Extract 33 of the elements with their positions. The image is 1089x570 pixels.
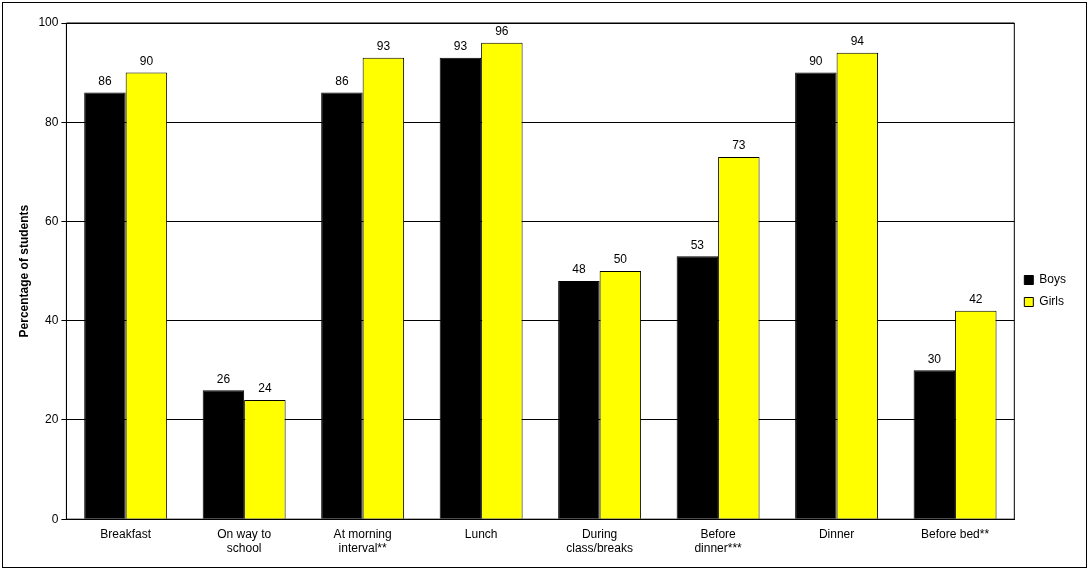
y-tick-label: 80 <box>45 114 59 129</box>
y-tick-label: 20 <box>45 412 59 427</box>
x-tick-label: At morning interval** <box>333 526 392 556</box>
data-label: 90 <box>139 53 154 68</box>
legend-label: Boys <box>1039 272 1067 287</box>
data-label: 93 <box>376 39 391 54</box>
data-label: 48 <box>572 262 586 277</box>
data-label: 53 <box>690 237 705 252</box>
data-label: 86 <box>98 73 112 88</box>
x-tick-label: Before dinner*** <box>694 526 743 556</box>
data-label: 30 <box>927 351 942 366</box>
y-axis-title: Percentage of students <box>16 204 31 338</box>
x-tick-label: Dinner <box>818 526 855 541</box>
x-tick-label: Breakfast <box>100 526 152 541</box>
data-label: 90 <box>809 53 823 68</box>
y-tick-label: 60 <box>45 213 59 228</box>
data-label: 96 <box>495 24 509 39</box>
y-tick-label: 0 <box>51 511 59 526</box>
data-label: 50 <box>613 252 628 267</box>
data-label: 26 <box>216 371 231 386</box>
legend-label: Girls <box>1039 294 1064 309</box>
data-label: 73 <box>732 138 746 153</box>
data-label: 42 <box>969 292 983 307</box>
x-tick-label: Lunch <box>464 526 498 541</box>
y-tick-label: 40 <box>45 313 59 328</box>
data-label: 93 <box>453 39 468 54</box>
data-label: 24 <box>258 381 272 396</box>
x-tick-label: During class/breaks <box>566 526 633 556</box>
y-tick-label: 100 <box>38 15 59 30</box>
x-tick-label: Before bed** <box>921 526 990 541</box>
x-tick-label: On way to school <box>217 526 272 556</box>
data-label: 94 <box>850 34 865 49</box>
data-label: 86 <box>335 73 349 88</box>
